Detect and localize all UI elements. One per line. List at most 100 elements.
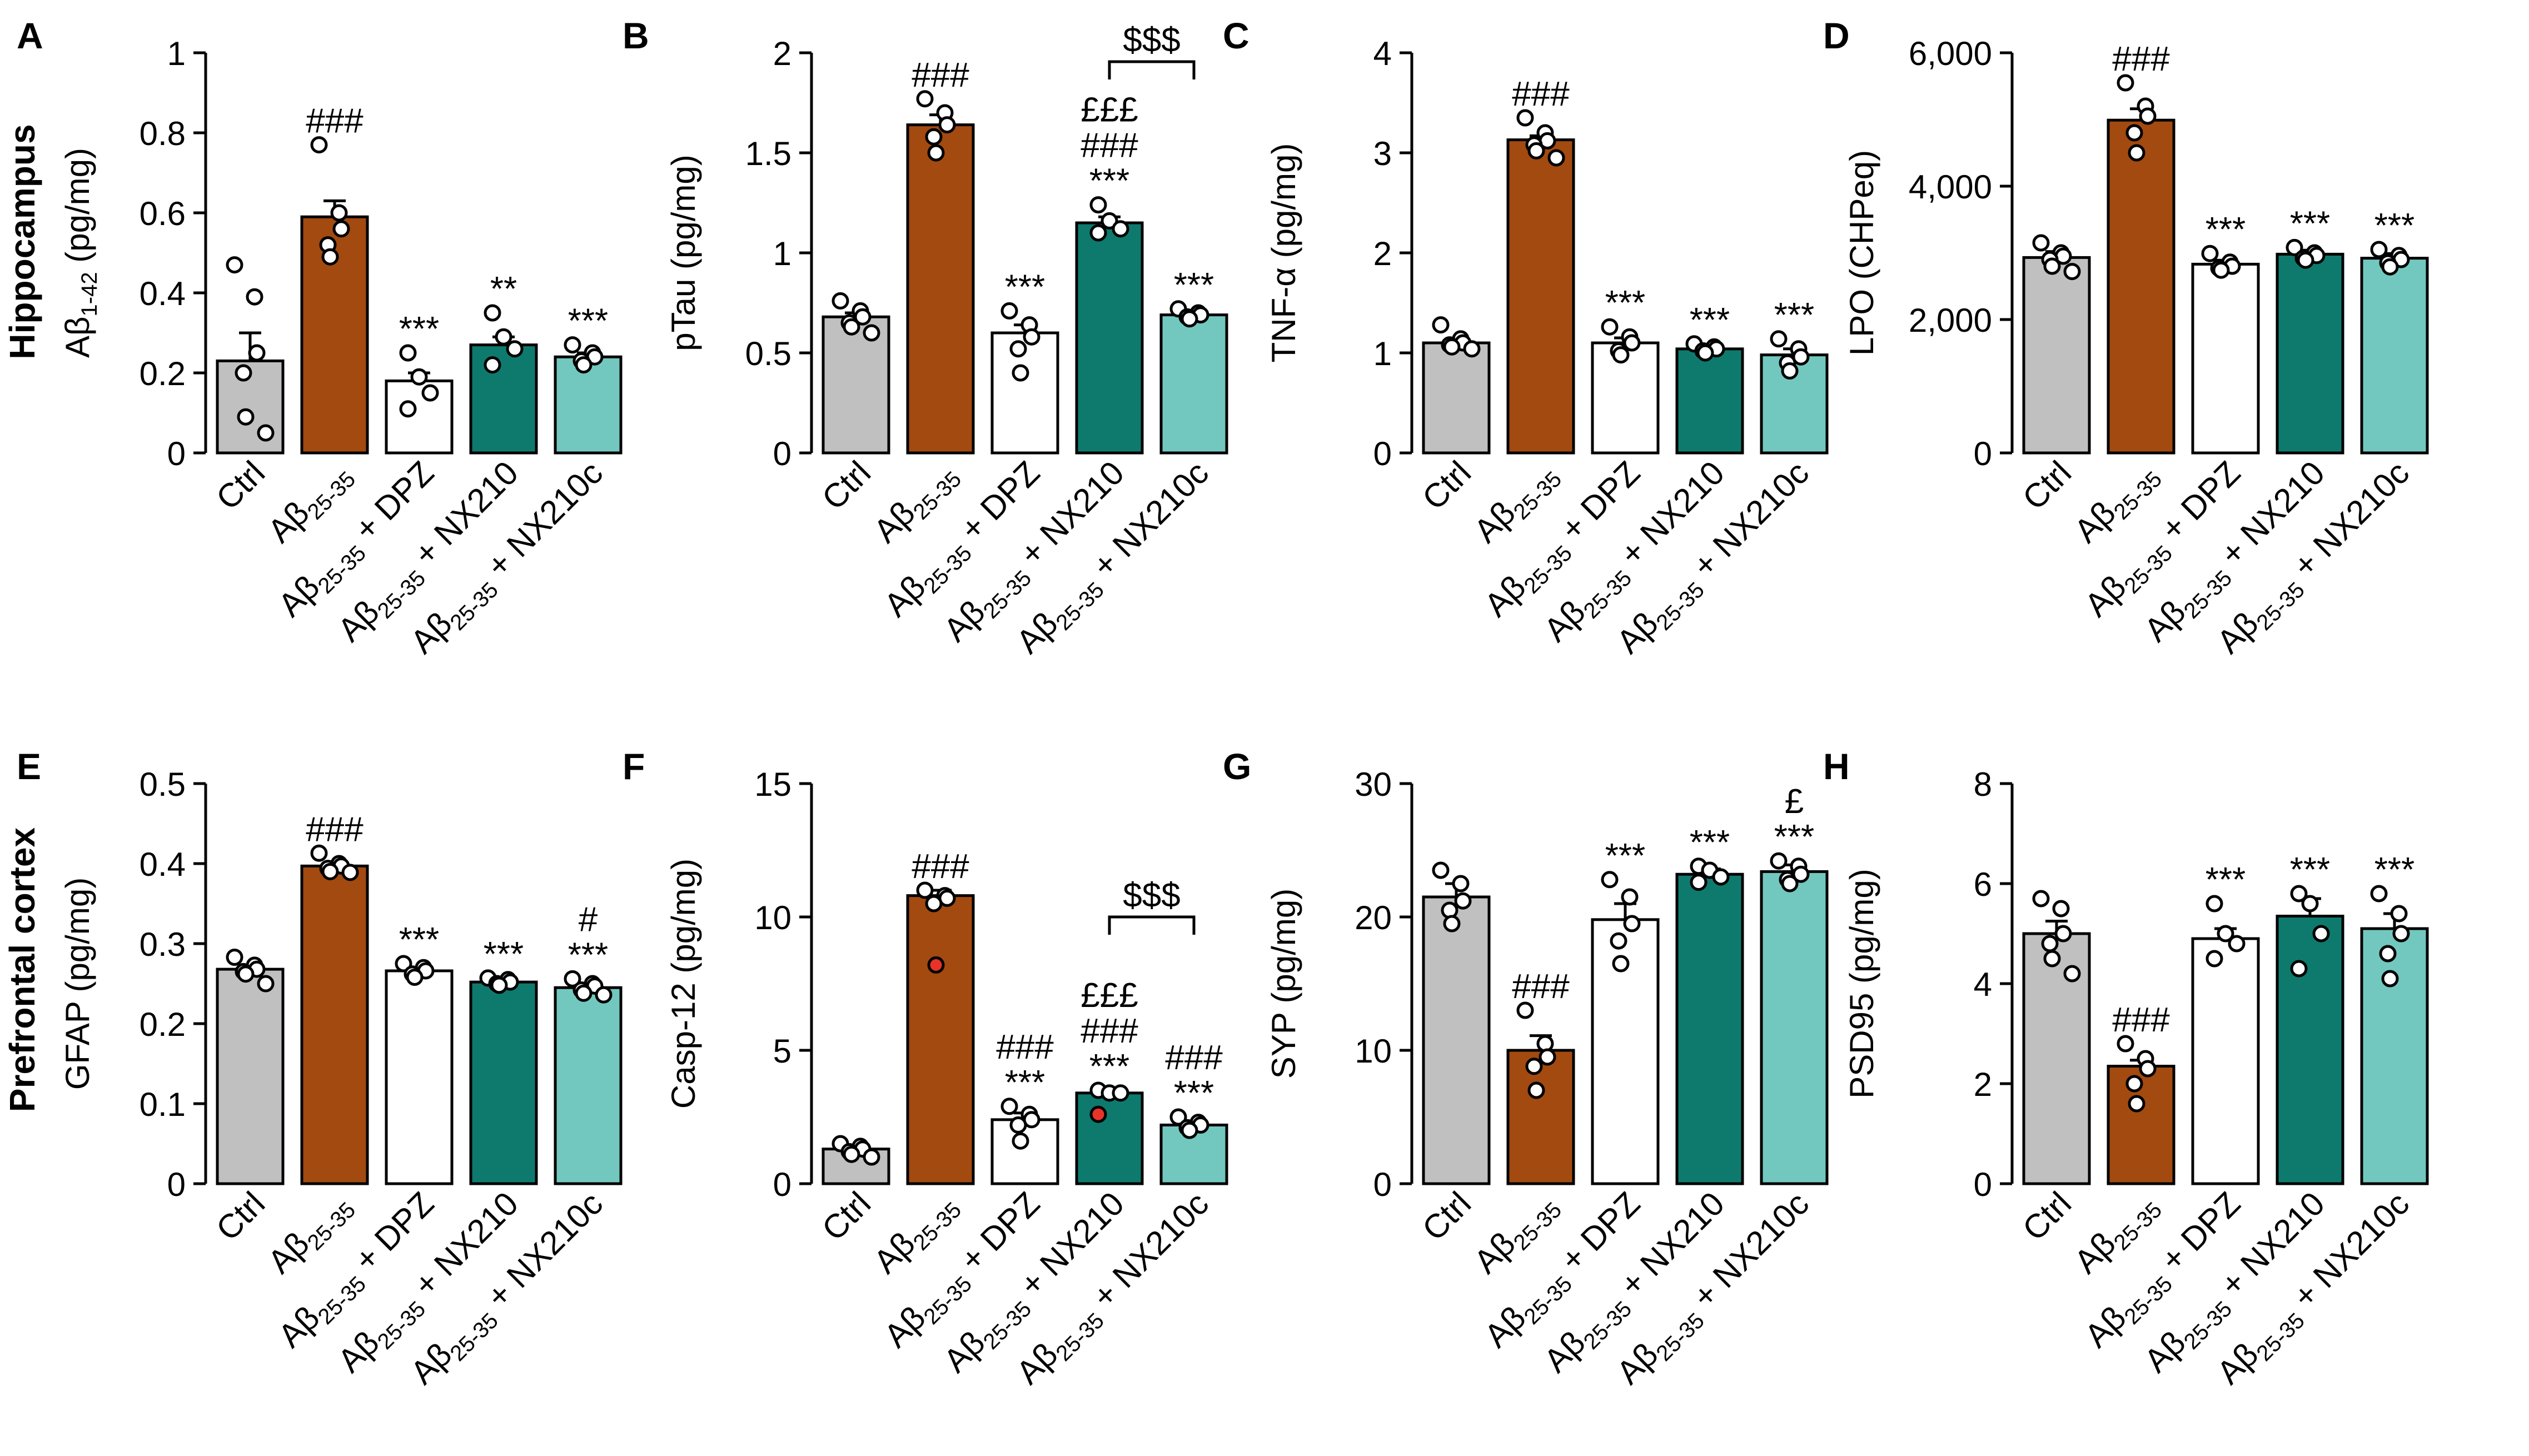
y-tick-label: 1: [167, 35, 186, 72]
x-tick-label-sub: 25-35: [1509, 1198, 1566, 1255]
row-labels: Hippocampus Prefrontal cortex: [2, 124, 42, 1112]
data-point: [2286, 238, 2303, 256]
y-tick-label: 0.3: [140, 926, 186, 963]
data-point: [1454, 892, 1472, 910]
y-tick-label: 0.2: [140, 1006, 186, 1043]
significance-label: ###: [306, 810, 364, 849]
x-tick-label: Aβ25-35: [261, 1185, 360, 1284]
significance-label: ***: [2374, 851, 2415, 889]
comparison-bracket: [1108, 60, 1196, 79]
panel-letter: F: [623, 746, 645, 787]
data-point: [1621, 888, 1639, 906]
bar: [906, 123, 975, 455]
data-point: [575, 984, 593, 1002]
data-point: [1516, 109, 1534, 127]
bar: [906, 894, 975, 1185]
data-point: [1601, 871, 1619, 889]
data-point: [1601, 318, 1619, 336]
data-point: [1527, 1081, 1545, 1099]
x-tick-label-main: Ctrl: [209, 1185, 272, 1248]
data-point: [1089, 196, 1107, 214]
data-point: [925, 128, 943, 146]
data-point: [2139, 107, 2157, 125]
x-tick-label-sub: 25-35: [2109, 467, 2167, 524]
y-tick-label: 0: [1373, 1166, 1392, 1203]
panel-letter: D: [1823, 15, 1850, 56]
data-point: [927, 144, 945, 162]
y-axis-label-main: pTau (pg/mg): [665, 154, 702, 351]
x-tick-label: Aβ25-35: [2067, 1185, 2167, 1284]
significance-label: ###: [1081, 127, 1138, 165]
y-tick-label: 0: [167, 1166, 186, 1203]
significance-label: ###: [2112, 1001, 2170, 1039]
y-tick-label: 0.2: [140, 355, 186, 392]
significance-label: £££: [1081, 91, 1138, 129]
bar: [1159, 313, 1228, 455]
significance-label: ***: [1774, 818, 1814, 856]
y-tick-label: 1: [773, 235, 791, 272]
bar: [1675, 347, 1744, 455]
x-tick-label: Aβ25-35: [867, 1185, 966, 1284]
data-point: [237, 408, 255, 426]
data-point: [321, 862, 339, 880]
data-point: [1009, 1116, 1027, 1134]
significance-label: ***: [1174, 1074, 1214, 1113]
significance-label: ***: [484, 935, 524, 974]
data-point: [1696, 344, 1714, 362]
y-axis-label-unit: (pg/mg): [59, 148, 96, 272]
bar: [1675, 872, 1744, 1185]
data-point: [1547, 149, 1565, 167]
significance-label: ***: [1089, 1048, 1129, 1086]
data-point: [1516, 1001, 1534, 1019]
y-tick-label: 4,000: [1909, 168, 1992, 206]
data-point: [226, 256, 243, 274]
data-point: [1770, 330, 1788, 348]
x-tick-label: Ctrl: [815, 454, 878, 517]
x-tick-label-sub: 25-35: [2109, 1198, 2167, 1255]
data-point: [916, 90, 934, 108]
data-point: [1089, 224, 1107, 242]
data-point: [2206, 950, 2223, 968]
y-tick-label: 10: [754, 899, 791, 936]
data-point: [2128, 144, 2145, 162]
significance-label: ***: [1089, 162, 1129, 201]
y-axis-label-main: TNF-α (pg/mg): [1265, 143, 1302, 363]
x-tick-label: Ctrl: [209, 454, 272, 517]
data-point: [2032, 234, 2050, 252]
x-tick-label-sub: 25-35: [303, 1198, 360, 1255]
y-tick-label: 4: [1974, 966, 1992, 1003]
y-tick-label: 2: [1373, 235, 1392, 272]
data-point: [1527, 142, 1545, 159]
significance-label: £: [1785, 782, 1804, 821]
comparison-bracket: [1108, 915, 1196, 935]
y-axis-label-sub: 1-42: [77, 272, 102, 316]
y-axis-label-main: Aβ: [59, 316, 96, 358]
significance-label: ***: [1774, 296, 1814, 335]
data-point: [938, 116, 956, 134]
data-point: [506, 340, 524, 358]
y-tick-label: 0.5: [745, 335, 791, 372]
data-point: [399, 344, 417, 362]
data-point: [1452, 875, 1470, 892]
y-tick-label: 1: [1373, 335, 1392, 372]
data-point: [1089, 1105, 1107, 1123]
data-point: [2052, 900, 2070, 918]
panel-H: H 0 2 4 6 8 PSD95 (pg/mg) ### *** *** *** CtrlAβ25-…: [1823, 746, 2429, 1392]
significance-label: ***: [2206, 861, 2246, 899]
significance-label: ***: [1690, 301, 1730, 340]
bar: [1506, 138, 1575, 455]
data-point: [2370, 241, 2388, 258]
x-tick-label: Ctrl: [209, 1185, 272, 1248]
data-point: [2125, 124, 2143, 142]
data-point: [332, 220, 350, 238]
data-point: [484, 356, 501, 374]
data-point: [410, 368, 428, 386]
data-point: [399, 400, 417, 418]
data-point: [2117, 74, 2134, 92]
y-tick-label: 15: [754, 766, 791, 803]
bar: [469, 980, 538, 1185]
x-tick-label: Ctrl: [2015, 454, 2078, 517]
